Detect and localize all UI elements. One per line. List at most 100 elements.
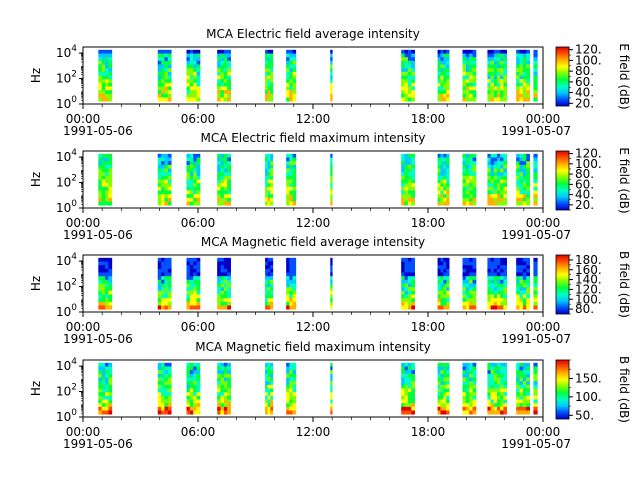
spectrogram-cell	[161, 64, 165, 69]
spectrogram-cell	[404, 153, 409, 158]
spectrogram-cell	[462, 272, 467, 277]
spectrogram-cell	[189, 60, 194, 65]
spectrogram-cell	[401, 305, 405, 310]
spectrogram-cell	[108, 53, 113, 58]
spectrogram-cell	[105, 90, 109, 95]
spectrogram-cell	[164, 366, 169, 371]
spectrogram-cell	[167, 305, 172, 310]
spectrogram-cell	[105, 362, 109, 367]
spectrogram-cell	[105, 161, 109, 166]
spectrogram-cell	[164, 265, 169, 270]
spectrogram-cell	[469, 399, 473, 404]
spectrogram-cell	[411, 64, 415, 69]
spectrogram-cell	[189, 305, 194, 310]
spectrogram-cell	[292, 265, 297, 270]
spectrogram-cell	[487, 366, 492, 371]
spectrogram-cell	[472, 49, 477, 54]
spectrogram-cell	[289, 153, 293, 158]
spectrogram-cell	[469, 164, 473, 169]
spectrogram-cell	[472, 403, 477, 408]
spectrogram-cell	[105, 175, 109, 180]
spectrogram-cell	[330, 406, 333, 411]
spectrogram-cell	[490, 381, 495, 386]
spectrogram-cell	[526, 287, 530, 292]
spectrogram-cell	[526, 97, 530, 102]
spectrogram-cell	[292, 366, 297, 371]
spectrogram-cell	[490, 392, 495, 397]
spectrogram-cell	[220, 82, 225, 87]
spectrogram-cell	[267, 384, 271, 389]
colorbar: 20.40.60.80.100.120. E field (dB)	[555, 43, 631, 110]
spectrogram-cell	[462, 373, 467, 378]
spectrogram-cell	[519, 175, 524, 180]
spectrogram-cell	[164, 190, 169, 195]
spectrogram-cell	[519, 93, 524, 98]
spectrogram-cell	[516, 265, 520, 270]
y-tick-label: 100	[56, 408, 77, 424]
spectrogram-cell	[167, 197, 172, 202]
spectrogram-cell	[497, 279, 501, 284]
spectrogram-cell	[411, 265, 415, 270]
spectrogram-cell	[503, 410, 507, 415]
spectrogram-cell	[105, 283, 109, 288]
spectrogram-cell	[196, 410, 201, 415]
spectrogram-cell	[330, 82, 333, 87]
spectrogram-cell	[227, 290, 231, 295]
spectrogram-cell	[500, 57, 504, 62]
spectrogram-cell	[516, 294, 520, 299]
spectrogram-cell	[522, 75, 527, 80]
spectrogram-cell	[497, 172, 501, 177]
spectrogram-cell	[217, 82, 221, 87]
y-axis-label: Hz	[29, 172, 43, 187]
spectrogram-cell	[220, 279, 225, 284]
spectrogram-cell	[401, 410, 405, 415]
spectrogram-cell	[437, 370, 441, 375]
spectrogram-cell	[462, 164, 467, 169]
spectrogram-cell	[411, 406, 415, 411]
spectrogram-cell	[503, 183, 507, 188]
spectrogram-cell	[265, 272, 269, 277]
spectrogram-cell	[157, 406, 162, 411]
spectrogram-cell	[98, 265, 103, 270]
spectrogram-cell	[503, 82, 507, 87]
spectrogram-cell	[526, 157, 530, 162]
spectrogram-cell	[186, 272, 191, 277]
spectrogram-cell	[167, 399, 172, 404]
spectrogram-cell	[497, 257, 501, 262]
spectrogram-cell	[167, 49, 172, 54]
spectrogram-cell	[167, 366, 172, 371]
spectrogram-cell	[157, 86, 162, 91]
spectrogram-cell	[186, 294, 191, 299]
spectrogram-cell	[516, 298, 520, 303]
spectrogram-cell	[437, 377, 441, 382]
spectrogram-cell	[227, 298, 231, 303]
spectrogram-cell	[98, 82, 103, 87]
spectrogram-cell	[503, 60, 507, 65]
spectrogram-cell	[490, 366, 495, 371]
spectrogram-cell	[161, 164, 165, 169]
spectrogram-cell	[443, 268, 447, 273]
spectrogram-cell	[472, 93, 477, 98]
spectrogram-cell	[490, 276, 495, 281]
spectrogram-cell	[503, 366, 507, 371]
spectrogram-cell	[265, 410, 269, 415]
spectrogram-cell	[270, 261, 274, 266]
spectrogram-cell	[401, 79, 405, 84]
date-end-label: 1991-05-07	[501, 228, 571, 242]
spectrogram-cell	[493, 86, 498, 91]
spectrogram-cell	[497, 290, 501, 295]
spectrogram-cell	[105, 93, 109, 98]
spectrogram-cell	[472, 373, 477, 378]
spectrogram-cell	[292, 287, 297, 292]
spectrogram-cell	[330, 75, 333, 80]
spectrogram-cell	[503, 201, 507, 206]
spectrogram-cell	[189, 190, 194, 195]
spectrogram-cell	[503, 86, 507, 91]
y-tick-base: 10	[56, 46, 71, 60]
spectrogram-cell	[522, 392, 527, 397]
spectrogram-cell	[227, 161, 231, 166]
spectrogram-cell	[265, 301, 269, 306]
spectrogram-cell	[404, 168, 409, 173]
spectrogram-cell	[490, 164, 495, 169]
